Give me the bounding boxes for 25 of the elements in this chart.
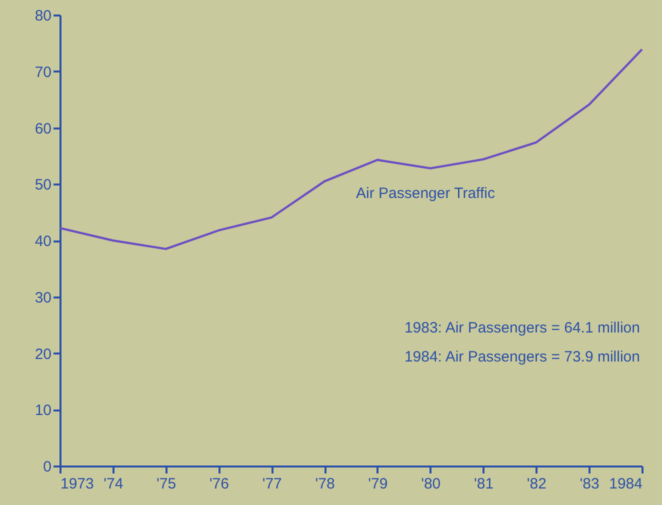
x-tick-label: '77 [262,476,282,492]
x-tick-label: '75 [156,476,176,492]
y-tick-label: 20 [34,346,52,363]
x-tick-label: '79 [368,476,388,492]
y-tick-label: 70 [34,64,52,81]
series-label: Air Passenger Traffic [356,185,496,202]
x-tick-label: '82 [526,476,546,492]
x-tick-label: 1973 [60,476,94,492]
y-tick-label: 40 [34,233,52,250]
y-tick-label: 10 [34,402,52,420]
annotation: 1983: Air Passengers = 64.1 million [404,320,640,336]
x-tick-label: '80 [421,476,441,492]
x-tick-label: '74 [104,476,124,492]
y-tick-label: 0 [43,458,52,476]
x-tick-label: '83 [580,476,600,492]
x-tick-label: '78 [315,476,335,492]
x-tick-label: '81 [474,476,494,492]
annotation: 1984: Air Passengers = 73.9 million [404,348,640,366]
y-tick-label: 30 [34,289,52,306]
x-tick-label: 1984 [609,476,642,492]
y-tick-label: 60 [34,120,52,138]
x-tick-label: '76 [209,476,230,492]
y-tick-label: 80 [34,8,52,24]
y-tick-label: 50 [34,176,52,194]
line-series [58,48,644,250]
